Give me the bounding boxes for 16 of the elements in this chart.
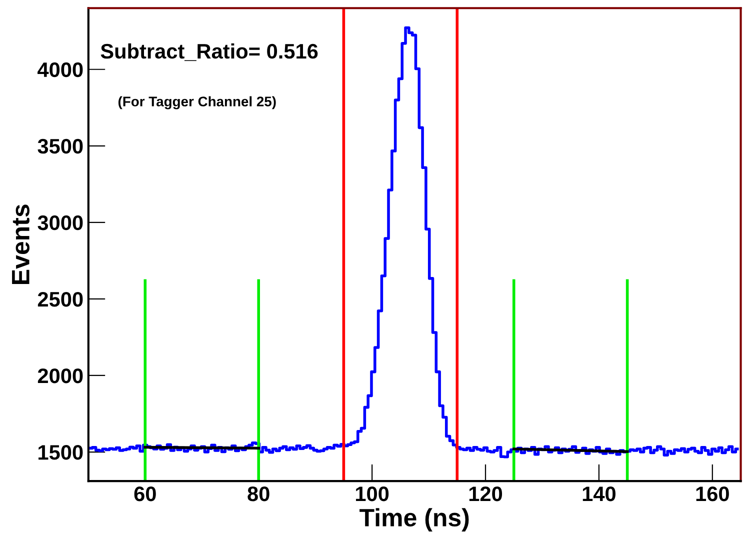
x-tick-label: 140 — [582, 486, 616, 502]
x-tick-label: 160 — [696, 486, 729, 502]
y-tick-label: 3500 — [38, 138, 83, 154]
y-tick-label: 2000 — [38, 368, 83, 384]
y-axis-title: Events — [12, 204, 30, 284]
annotation: (For Tagger Channel 25) — [118, 96, 276, 110]
x-tick-label: 80 — [248, 486, 270, 502]
x-axis-title: Time (ns) — [360, 508, 469, 532]
annotation: Subtract_Ratio= 0.516 — [100, 43, 318, 62]
x-tick-label: 60 — [134, 486, 156, 502]
x-tick-label: 100 — [356, 486, 389, 502]
y-tick-label: 3000 — [38, 215, 83, 230]
y-tick-label: 4000 — [38, 62, 83, 78]
y-tick-label: 1500 — [38, 445, 83, 460]
y-tick-label: 2500 — [38, 292, 83, 307]
x-tick-label: 120 — [469, 486, 502, 502]
